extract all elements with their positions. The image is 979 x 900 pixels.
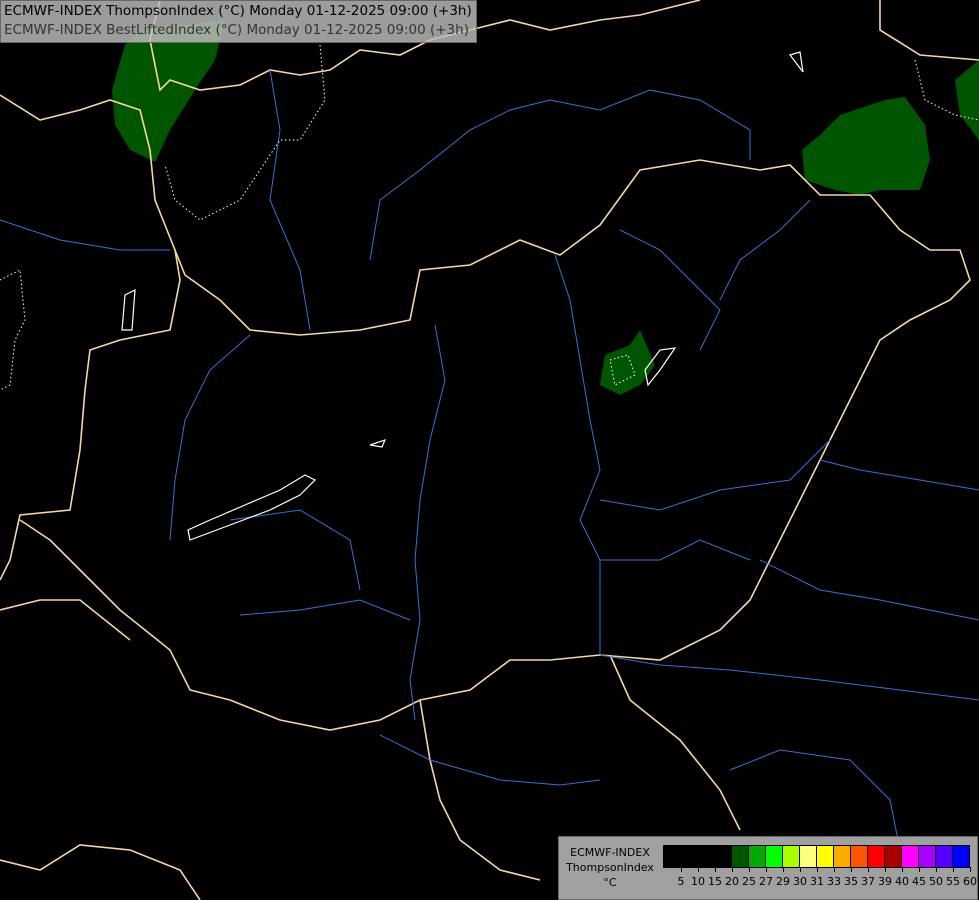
legend-color-box xyxy=(698,846,715,867)
legend-tick-label: 35 xyxy=(844,875,858,888)
legend-tick-label: 39 xyxy=(878,875,892,888)
legend-color-box xyxy=(834,846,851,867)
legend-tick xyxy=(851,867,852,872)
legend-tick-label: 25 xyxy=(742,875,756,888)
legend-tick xyxy=(698,867,699,872)
legend-tick xyxy=(868,867,869,872)
legend-tick xyxy=(749,867,750,872)
legend-tick xyxy=(936,867,937,872)
legend-unit: °C xyxy=(603,876,617,889)
legend-tick xyxy=(953,867,954,872)
legend-color-box xyxy=(868,846,885,867)
legend-color-box xyxy=(851,846,868,867)
legend-tick-label: 30 xyxy=(793,875,807,888)
legend-tick xyxy=(902,867,903,872)
legend-tick xyxy=(681,867,682,872)
legend-tick-label: 20 xyxy=(725,875,739,888)
header-line-thompson: ECMWF-INDEX ThompsonIndex (°C) Monday 01… xyxy=(4,3,472,19)
legend-color-box xyxy=(783,846,800,867)
legend-color-box xyxy=(919,846,936,867)
legend-tick-label: 33 xyxy=(827,875,841,888)
legend-color-box xyxy=(817,846,834,867)
legend-tick xyxy=(783,867,784,872)
legend-tick xyxy=(970,867,971,872)
legend-tick xyxy=(766,867,767,872)
legend-ticks: 5 10 15 20 25 27 29 30 31 33 35 37 39 40 45 50 55 60 xyxy=(663,867,977,897)
legend-tick xyxy=(800,867,801,872)
legend-tick-label: 50 xyxy=(929,875,943,888)
legend-tick xyxy=(715,867,716,872)
legend-color-box xyxy=(749,846,766,867)
legend-tick-label: 15 xyxy=(708,875,722,888)
legend-title: ECMWF-INDEX ThompsonIndex °C xyxy=(561,845,659,890)
legend-color-box xyxy=(953,846,969,867)
legend-color-box xyxy=(936,846,953,867)
legend-tick-label: 45 xyxy=(912,875,926,888)
legend-color-box xyxy=(766,846,783,867)
legend-tick-label: 27 xyxy=(759,875,773,888)
legend-color-box xyxy=(902,846,919,867)
legend-color-box xyxy=(715,846,732,867)
legend-color-box xyxy=(885,846,902,867)
legend-color-box xyxy=(732,846,749,867)
legend-tick xyxy=(885,867,886,872)
legend-color-box xyxy=(664,846,681,867)
legend-color-box xyxy=(681,846,698,867)
map-header: ECMWF-INDEX ThompsonIndex (°C) Monday 01… xyxy=(0,0,477,43)
legend-tick xyxy=(919,867,920,872)
lakes xyxy=(121,51,804,541)
index-areas xyxy=(112,20,979,395)
color-legend: ECMWF-INDEX ThompsonIndex °C 5 10 15 20 25 27… xyxy=(558,836,978,900)
legend-tick-label: 5 xyxy=(677,875,685,888)
legend-tick-label: 37 xyxy=(861,875,875,888)
legend-tick-label: 40 xyxy=(895,875,909,888)
zero-contours xyxy=(0,44,979,391)
rivers xyxy=(0,69,979,851)
legend-title-index: ThompsonIndex xyxy=(566,861,654,874)
legend-color-bar xyxy=(663,845,970,868)
legend-tick xyxy=(732,867,733,872)
legend-tick xyxy=(834,867,835,872)
legend-tick xyxy=(817,867,818,872)
legend-title-source: ECMWF-INDEX xyxy=(570,846,650,859)
legend-color-box xyxy=(800,846,817,867)
legend-tick-label: 29 xyxy=(776,875,790,888)
legend-tick-label: 60 xyxy=(963,875,977,888)
header-line-bestlifted: ECMWF-INDEX BestLiftedIndex (°C) Monday … xyxy=(4,22,469,38)
legend-tick-label: 55 xyxy=(946,875,960,888)
legend-tick-label: 31 xyxy=(810,875,824,888)
legend-tick-label: 10 xyxy=(691,875,705,888)
